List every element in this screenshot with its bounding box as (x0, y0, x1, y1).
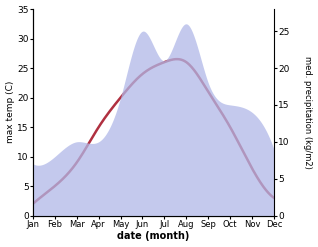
Y-axis label: med. precipitation (kg/m2): med. precipitation (kg/m2) (303, 56, 313, 169)
X-axis label: date (month): date (month) (117, 231, 190, 242)
Y-axis label: max temp (C): max temp (C) (5, 81, 15, 144)
